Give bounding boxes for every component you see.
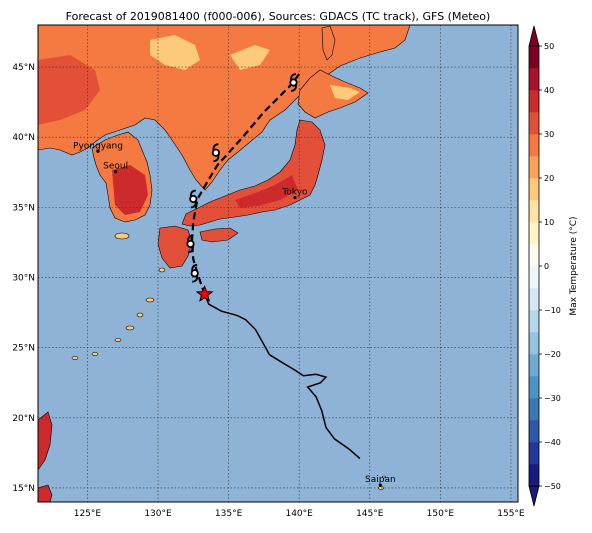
city-dot bbox=[378, 483, 382, 487]
lon-tick-label: 125°E bbox=[74, 509, 102, 519]
colorbar-band bbox=[529, 398, 539, 421]
colorbar-label: Max Temperature (°C) bbox=[569, 216, 579, 315]
colorbar-band bbox=[529, 244, 539, 267]
lon-tick-label: 140°E bbox=[285, 509, 313, 519]
colorbar-band bbox=[529, 310, 539, 333]
colorbar-band bbox=[529, 288, 539, 311]
city-label: Tokyo bbox=[281, 188, 308, 198]
colorbar-tick-label: 30 bbox=[544, 130, 554, 139]
lon-tick-label: 135°E bbox=[215, 509, 243, 519]
forecast-track-line bbox=[190, 73, 301, 295]
lon-tick-label: 130°E bbox=[144, 509, 172, 519]
longitude-tick-labels: 125°E 130°E 135°E 140°E 145°E 150°E 155°E bbox=[74, 509, 525, 519]
colorbar-tick-label: −20 bbox=[544, 350, 561, 359]
colorbar-tick-label: 50 bbox=[544, 42, 554, 51]
shade-very-hot-korea bbox=[112, 165, 148, 215]
figure-title: Forecast of 2019081400 (f000-006), Sourc… bbox=[66, 10, 491, 23]
land-honshu bbox=[181, 119, 326, 227]
colorbar-band bbox=[529, 178, 539, 201]
current-position-star bbox=[195, 285, 214, 302]
city-dot bbox=[96, 149, 100, 153]
latitude-tick-labels: 15°N 20°N 25°N 30°N 35°N 40°N 45°N bbox=[12, 63, 35, 494]
colorbar-top-arrow bbox=[528, 25, 540, 47]
colorbar-band bbox=[529, 46, 539, 69]
colorbar-band bbox=[529, 156, 539, 179]
city-label: Pyongyang bbox=[73, 141, 123, 151]
graticule bbox=[38, 25, 518, 502]
city-labels: Pyongyang Seoul Tokyo Saipan bbox=[73, 141, 396, 487]
land-jeju bbox=[114, 232, 130, 240]
land-taiwan bbox=[38, 411, 53, 471]
lat-tick-label: 20°N bbox=[12, 414, 35, 424]
colorbar-tick-label: 10 bbox=[544, 218, 554, 227]
colorbar-tick-label: −10 bbox=[544, 306, 561, 315]
city-dot bbox=[114, 170, 118, 174]
colorbar-tick-label: −50 bbox=[544, 482, 561, 491]
forecast-cyclone-symbols bbox=[186, 73, 298, 283]
colorbar-band bbox=[529, 464, 539, 487]
lat-tick-label: 45°N bbox=[12, 63, 35, 73]
city-label: Saipan bbox=[365, 475, 396, 485]
observed-track-line bbox=[203, 294, 361, 460]
city-dot bbox=[293, 195, 297, 200]
colorbar-tick-label: −30 bbox=[544, 394, 561, 403]
shade-mild-coast bbox=[230, 45, 270, 70]
city-label: Seoul bbox=[103, 162, 128, 172]
lon-tick-label: 145°E bbox=[356, 509, 384, 519]
lat-tick-label: 35°N bbox=[12, 203, 35, 213]
colorbar-tick-label: 40 bbox=[544, 86, 554, 95]
cyclone-symbol bbox=[211, 143, 220, 163]
colorbar-band bbox=[529, 354, 539, 377]
lat-tick-label: 25°N bbox=[12, 344, 35, 354]
land-kyushu bbox=[157, 225, 193, 269]
colorbar-band bbox=[529, 420, 539, 443]
map-panel: Pyongyang Seoul Tokyo Saipan bbox=[38, 25, 518, 502]
shade-mild-hokkaido bbox=[330, 85, 360, 100]
colorbar-band bbox=[529, 112, 539, 135]
colorbar: 50 40 30 20 10 0 −10 −20 −30 −40 −50 bbox=[528, 25, 561, 507]
cyclone-symbol bbox=[289, 73, 298, 92]
lat-tick-label: 15°N bbox=[12, 484, 35, 494]
lat-tick-label: 30°N bbox=[12, 274, 35, 284]
colorbar-band bbox=[529, 68, 539, 91]
shade-hot-china bbox=[38, 55, 100, 125]
star-marker bbox=[195, 285, 214, 302]
shade-mild-manchuria bbox=[150, 35, 200, 70]
land-luzon-tip bbox=[38, 484, 53, 502]
colorbar-band bbox=[529, 222, 539, 245]
land-mainland-asia bbox=[38, 25, 411, 191]
colorbar-band bbox=[529, 376, 539, 399]
lat-tick-label: 40°N bbox=[12, 133, 35, 143]
colorbar-band bbox=[529, 134, 539, 157]
lon-tick-label: 155°E bbox=[497, 509, 525, 519]
colorbar-band bbox=[529, 200, 539, 223]
colorbar-band bbox=[529, 442, 539, 465]
cyclone-symbol bbox=[189, 189, 198, 209]
land-sakhalin bbox=[321, 25, 336, 61]
cyclone-symbol bbox=[186, 234, 195, 254]
cyclone-symbol bbox=[190, 263, 199, 283]
colorbar-tick-label: −40 bbox=[544, 438, 561, 447]
land-hokkaido bbox=[297, 69, 369, 119]
temperature-shading bbox=[38, 35, 360, 215]
lon-tick-label: 150°E bbox=[427, 509, 455, 519]
colorbar-band bbox=[529, 332, 539, 355]
colorbar-band bbox=[529, 90, 539, 113]
map-frame bbox=[37, 24, 519, 503]
colorbar-tick-label: 0 bbox=[544, 262, 549, 271]
colorbar-band bbox=[529, 266, 539, 289]
colorbar-bottom-arrow bbox=[528, 485, 540, 507]
shade-very-hot-honshu bbox=[235, 175, 298, 208]
land-ryukyu-islands bbox=[71, 267, 166, 360]
colorbar-tick-label: 20 bbox=[544, 174, 554, 183]
